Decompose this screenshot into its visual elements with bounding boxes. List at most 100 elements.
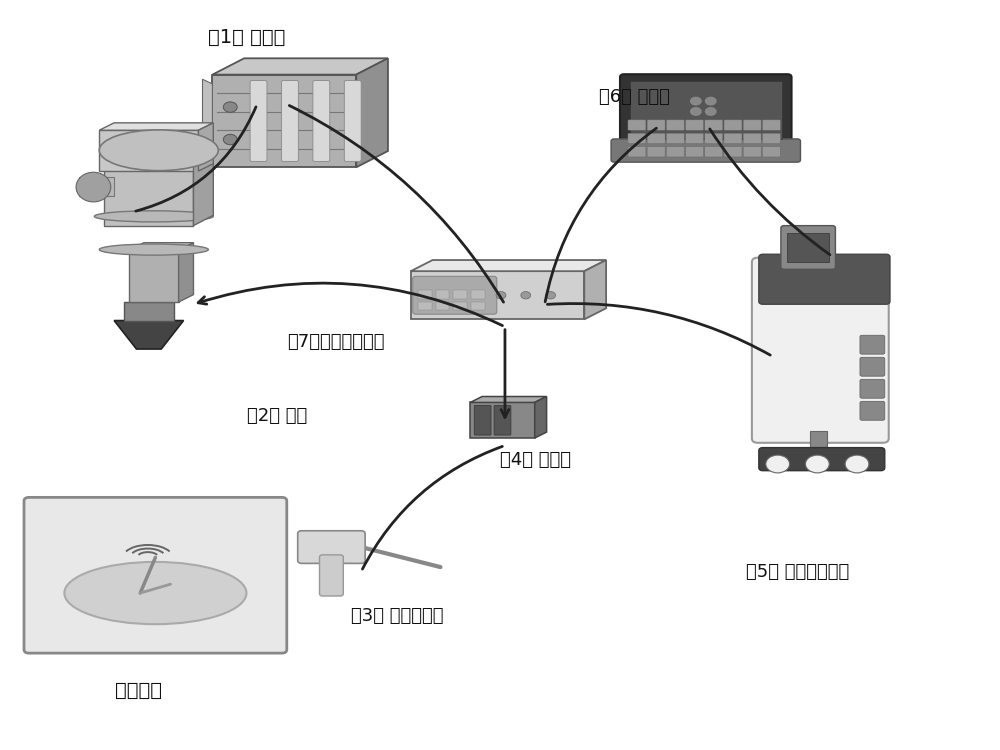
Polygon shape [584, 260, 606, 320]
Ellipse shape [99, 130, 218, 171]
FancyBboxPatch shape [686, 120, 704, 130]
FancyBboxPatch shape [724, 146, 742, 157]
Ellipse shape [99, 244, 208, 255]
FancyBboxPatch shape [705, 120, 723, 130]
Polygon shape [212, 58, 388, 75]
FancyBboxPatch shape [752, 258, 889, 442]
FancyBboxPatch shape [628, 120, 646, 130]
Text: （1） 微波源: （1） 微波源 [208, 28, 286, 47]
Circle shape [705, 97, 717, 106]
Ellipse shape [94, 211, 213, 222]
FancyBboxPatch shape [298, 531, 365, 563]
FancyBboxPatch shape [762, 134, 780, 143]
FancyBboxPatch shape [320, 555, 343, 596]
Polygon shape [411, 272, 584, 320]
Polygon shape [202, 80, 212, 163]
FancyBboxPatch shape [860, 357, 885, 376]
Circle shape [690, 97, 702, 106]
Polygon shape [104, 152, 193, 226]
FancyBboxPatch shape [781, 226, 835, 269]
Text: （7）极化旋转装置: （7）极化旋转装置 [287, 332, 384, 350]
Circle shape [223, 134, 237, 145]
FancyBboxPatch shape [418, 302, 432, 310]
FancyBboxPatch shape [787, 232, 829, 262]
FancyBboxPatch shape [413, 276, 497, 314]
Polygon shape [212, 75, 356, 167]
Circle shape [521, 292, 531, 299]
Polygon shape [198, 123, 213, 171]
FancyBboxPatch shape [686, 134, 704, 143]
FancyBboxPatch shape [453, 290, 467, 299]
FancyBboxPatch shape [471, 302, 485, 310]
Polygon shape [99, 123, 213, 130]
FancyBboxPatch shape [24, 497, 287, 653]
FancyBboxPatch shape [628, 146, 646, 157]
FancyBboxPatch shape [620, 74, 792, 144]
FancyBboxPatch shape [628, 134, 646, 143]
FancyBboxPatch shape [436, 290, 449, 299]
Circle shape [496, 292, 506, 299]
FancyBboxPatch shape [724, 120, 742, 130]
FancyArrowPatch shape [545, 128, 656, 302]
Polygon shape [129, 243, 193, 250]
Ellipse shape [76, 172, 111, 202]
FancyBboxPatch shape [250, 80, 267, 161]
Polygon shape [470, 397, 547, 403]
Text: （6） 计算机: （6） 计算机 [599, 88, 670, 106]
Polygon shape [114, 320, 184, 349]
FancyBboxPatch shape [705, 134, 723, 143]
FancyArrowPatch shape [136, 106, 256, 211]
FancyBboxPatch shape [759, 448, 885, 471]
FancyBboxPatch shape [647, 146, 665, 157]
Ellipse shape [64, 562, 246, 624]
FancyBboxPatch shape [724, 134, 742, 143]
Polygon shape [411, 260, 606, 272]
FancyBboxPatch shape [860, 401, 885, 420]
FancyArrowPatch shape [362, 446, 502, 569]
Polygon shape [99, 130, 198, 171]
FancyBboxPatch shape [124, 302, 174, 320]
FancyBboxPatch shape [666, 146, 684, 157]
Text: （5） 数据采集系统: （5） 数据采集系统 [746, 562, 849, 580]
FancyArrowPatch shape [501, 329, 509, 417]
Polygon shape [470, 403, 535, 438]
FancyArrowPatch shape [547, 304, 770, 355]
FancyBboxPatch shape [762, 120, 780, 130]
Text: （2） 天线: （2） 天线 [247, 406, 307, 424]
Polygon shape [356, 58, 388, 167]
FancyBboxPatch shape [611, 139, 800, 162]
FancyBboxPatch shape [743, 146, 761, 157]
Polygon shape [104, 141, 213, 152]
FancyBboxPatch shape [647, 120, 665, 130]
FancyBboxPatch shape [282, 80, 298, 161]
FancyBboxPatch shape [810, 431, 827, 468]
FancyBboxPatch shape [453, 302, 467, 310]
Circle shape [766, 455, 790, 473]
Circle shape [805, 455, 829, 473]
FancyBboxPatch shape [79, 178, 114, 196]
Text: （4） 放大器: （4） 放大器 [500, 452, 571, 470]
FancyBboxPatch shape [630, 80, 782, 139]
Circle shape [546, 292, 556, 299]
FancyBboxPatch shape [474, 406, 491, 435]
Text: 成像样品: 成像样品 [115, 681, 162, 700]
Polygon shape [179, 243, 193, 302]
Text: （3） 超声换能器: （3） 超声换能器 [351, 607, 444, 625]
FancyArrowPatch shape [198, 283, 502, 326]
Circle shape [690, 107, 702, 116]
FancyBboxPatch shape [313, 80, 330, 161]
FancyBboxPatch shape [743, 134, 761, 143]
FancyArrowPatch shape [710, 129, 830, 255]
FancyBboxPatch shape [686, 146, 704, 157]
FancyBboxPatch shape [743, 120, 761, 130]
FancyBboxPatch shape [666, 134, 684, 143]
FancyBboxPatch shape [759, 254, 890, 304]
FancyBboxPatch shape [494, 406, 511, 435]
Circle shape [845, 455, 869, 473]
FancyBboxPatch shape [344, 80, 361, 161]
Polygon shape [129, 250, 179, 302]
FancyBboxPatch shape [471, 290, 485, 299]
FancyBboxPatch shape [666, 120, 684, 130]
FancyBboxPatch shape [705, 146, 723, 157]
FancyBboxPatch shape [418, 290, 432, 299]
